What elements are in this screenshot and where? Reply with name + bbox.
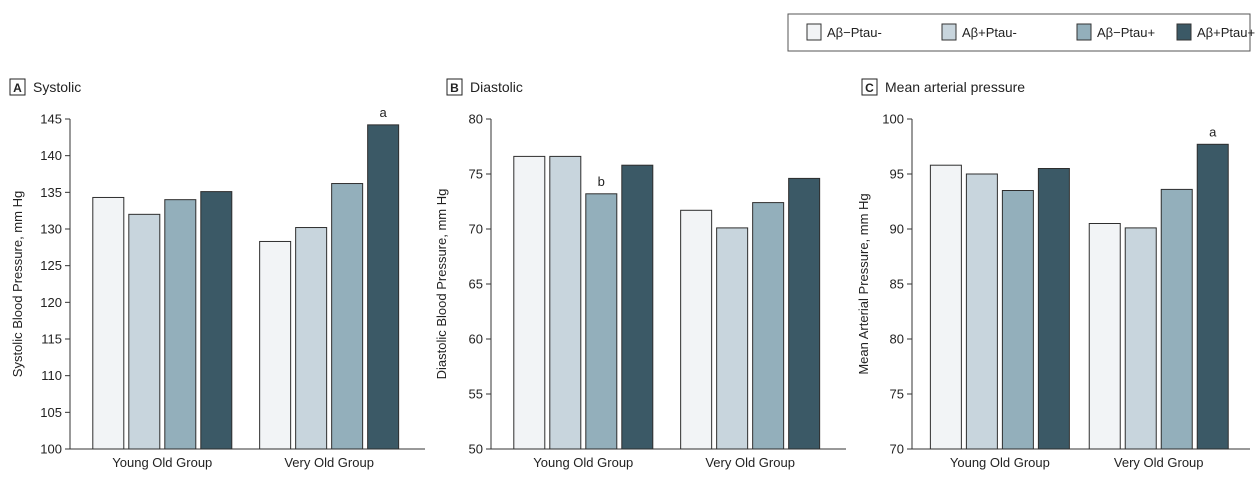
panel-letter-box [9, 78, 26, 96]
bar-very-old-group-series-2 [295, 227, 328, 450]
x-category-label: Very Old Group [705, 455, 795, 470]
bar-very-old-group-series-2 [716, 227, 749, 450]
bar-very-old-group-series-4 [367, 124, 400, 450]
significance-annotation: a [380, 105, 388, 120]
y-tick-label: 95 [890, 167, 904, 182]
bar-young-old-group-series-4 [621, 164, 654, 450]
panel-letter: A [13, 81, 22, 95]
bar-young-old-group-series-2 [128, 213, 161, 450]
panels: A Systolic Systolic Blood Pressure, mm Hg 1… [9, 78, 1250, 470]
y-tick-label: 60 [469, 332, 483, 347]
y-tick-label: 65 [469, 277, 483, 292]
bar-young-old-group-series-1 [929, 164, 962, 450]
y-tick-label: 145 [40, 112, 62, 127]
legend-label-4: Aβ+Ptau+ [1197, 25, 1255, 40]
y-tick-label: 75 [469, 167, 483, 182]
x-category-label: Young Old Group [533, 455, 633, 470]
bar-young-old-group-series-4 [1037, 168, 1070, 450]
panel-letter-box [446, 78, 463, 96]
y-tick-label: 140 [40, 148, 62, 163]
bar-young-old-group-series-1 [92, 196, 125, 450]
legend-swatch-2 [941, 23, 957, 41]
panel-b: B Diastolic Diastolic Blood Pressure, mm H… [434, 78, 846, 470]
y-tick-label: 120 [40, 295, 62, 310]
x-category-label: Very Old Group [1114, 455, 1204, 470]
y-tick-label: 90 [890, 222, 904, 237]
y-tick-label: 110 [41, 368, 62, 383]
bar-very-old-group-series-3 [1160, 188, 1193, 450]
legend-swatch-1 [806, 23, 822, 41]
y-tick-label: 80 [469, 112, 483, 127]
bar-very-old-group-series-3 [752, 202, 785, 450]
legend: Aβ−Ptau- Aβ+Ptau- Aβ−Ptau+ Aβ+Ptau+ [787, 13, 1255, 52]
bar-very-old-group-series-1 [680, 209, 713, 450]
panel-a: A Systolic Systolic Blood Pressure, mm Hg 1… [9, 78, 425, 470]
y-tick-label: 55 [469, 387, 483, 402]
legend-swatch-3 [1076, 23, 1092, 41]
bar-young-old-group-series-1 [513, 155, 546, 450]
bar-young-old-group-series-2 [965, 173, 998, 450]
bar-young-old-group-series-3 [164, 199, 197, 450]
panel-c: C Mean arterial pressure Mean Arterial Pre… [856, 78, 1250, 470]
bar-very-old-group-series-3 [331, 183, 364, 450]
bar-young-old-group-series-3 [585, 193, 618, 450]
y-tick-label: 50 [469, 442, 483, 457]
legend-swatch-4 [1176, 23, 1192, 41]
y-tick-label: 130 [40, 222, 62, 237]
y-axis-label: Mean Arterial Pressure, mm Hg [856, 193, 871, 374]
bar-very-old-group-series-1 [259, 240, 292, 450]
legend-frame [787, 13, 1251, 52]
bar-young-old-group-series-2 [549, 155, 582, 450]
y-axis-label: Diastolic Blood Pressure, mm Hg [434, 189, 449, 380]
significance-annotation: b [598, 174, 605, 189]
legend-label-1: Aβ−Ptau- [827, 25, 882, 40]
panel-title: Systolic [33, 79, 81, 95]
legend-label-2: Aβ+Ptau- [962, 25, 1017, 40]
bar-very-old-group-series-4 [788, 177, 821, 450]
significance-annotation: a [1209, 124, 1217, 139]
y-axis-label: Systolic Blood Pressure, mm Hg [10, 191, 25, 377]
bar-very-old-group-series-1 [1088, 223, 1121, 450]
y-tick-label: 135 [40, 185, 62, 200]
bar-young-old-group-series-4 [200, 191, 233, 450]
panel-title: Diastolic [470, 79, 523, 95]
x-category-label: Young Old Group [112, 455, 212, 470]
y-tick-label: 70 [469, 222, 483, 237]
y-tick-label: 70 [890, 442, 904, 457]
y-tick-label: 100 [882, 112, 904, 127]
bar-young-old-group-series-3 [1001, 190, 1034, 450]
y-tick-label: 115 [41, 332, 62, 347]
y-tick-label: 80 [890, 332, 904, 347]
y-tick-label: 100 [40, 442, 62, 457]
y-tick-label: 125 [40, 258, 62, 273]
panel-letter: B [450, 81, 459, 95]
panel-letter-box [861, 78, 878, 96]
x-category-label: Young Old Group [950, 455, 1050, 470]
legend-label-3: Aβ−Ptau+ [1097, 25, 1155, 40]
y-tick-label: 105 [40, 405, 62, 420]
bar-very-old-group-series-4 [1196, 143, 1229, 450]
x-category-label: Very Old Group [284, 455, 374, 470]
y-tick-label: 75 [890, 387, 904, 402]
bar-very-old-group-series-2 [1124, 227, 1157, 450]
panel-title: Mean arterial pressure [885, 79, 1025, 95]
panel-letter: C [865, 81, 874, 95]
y-tick-label: 85 [890, 277, 904, 292]
